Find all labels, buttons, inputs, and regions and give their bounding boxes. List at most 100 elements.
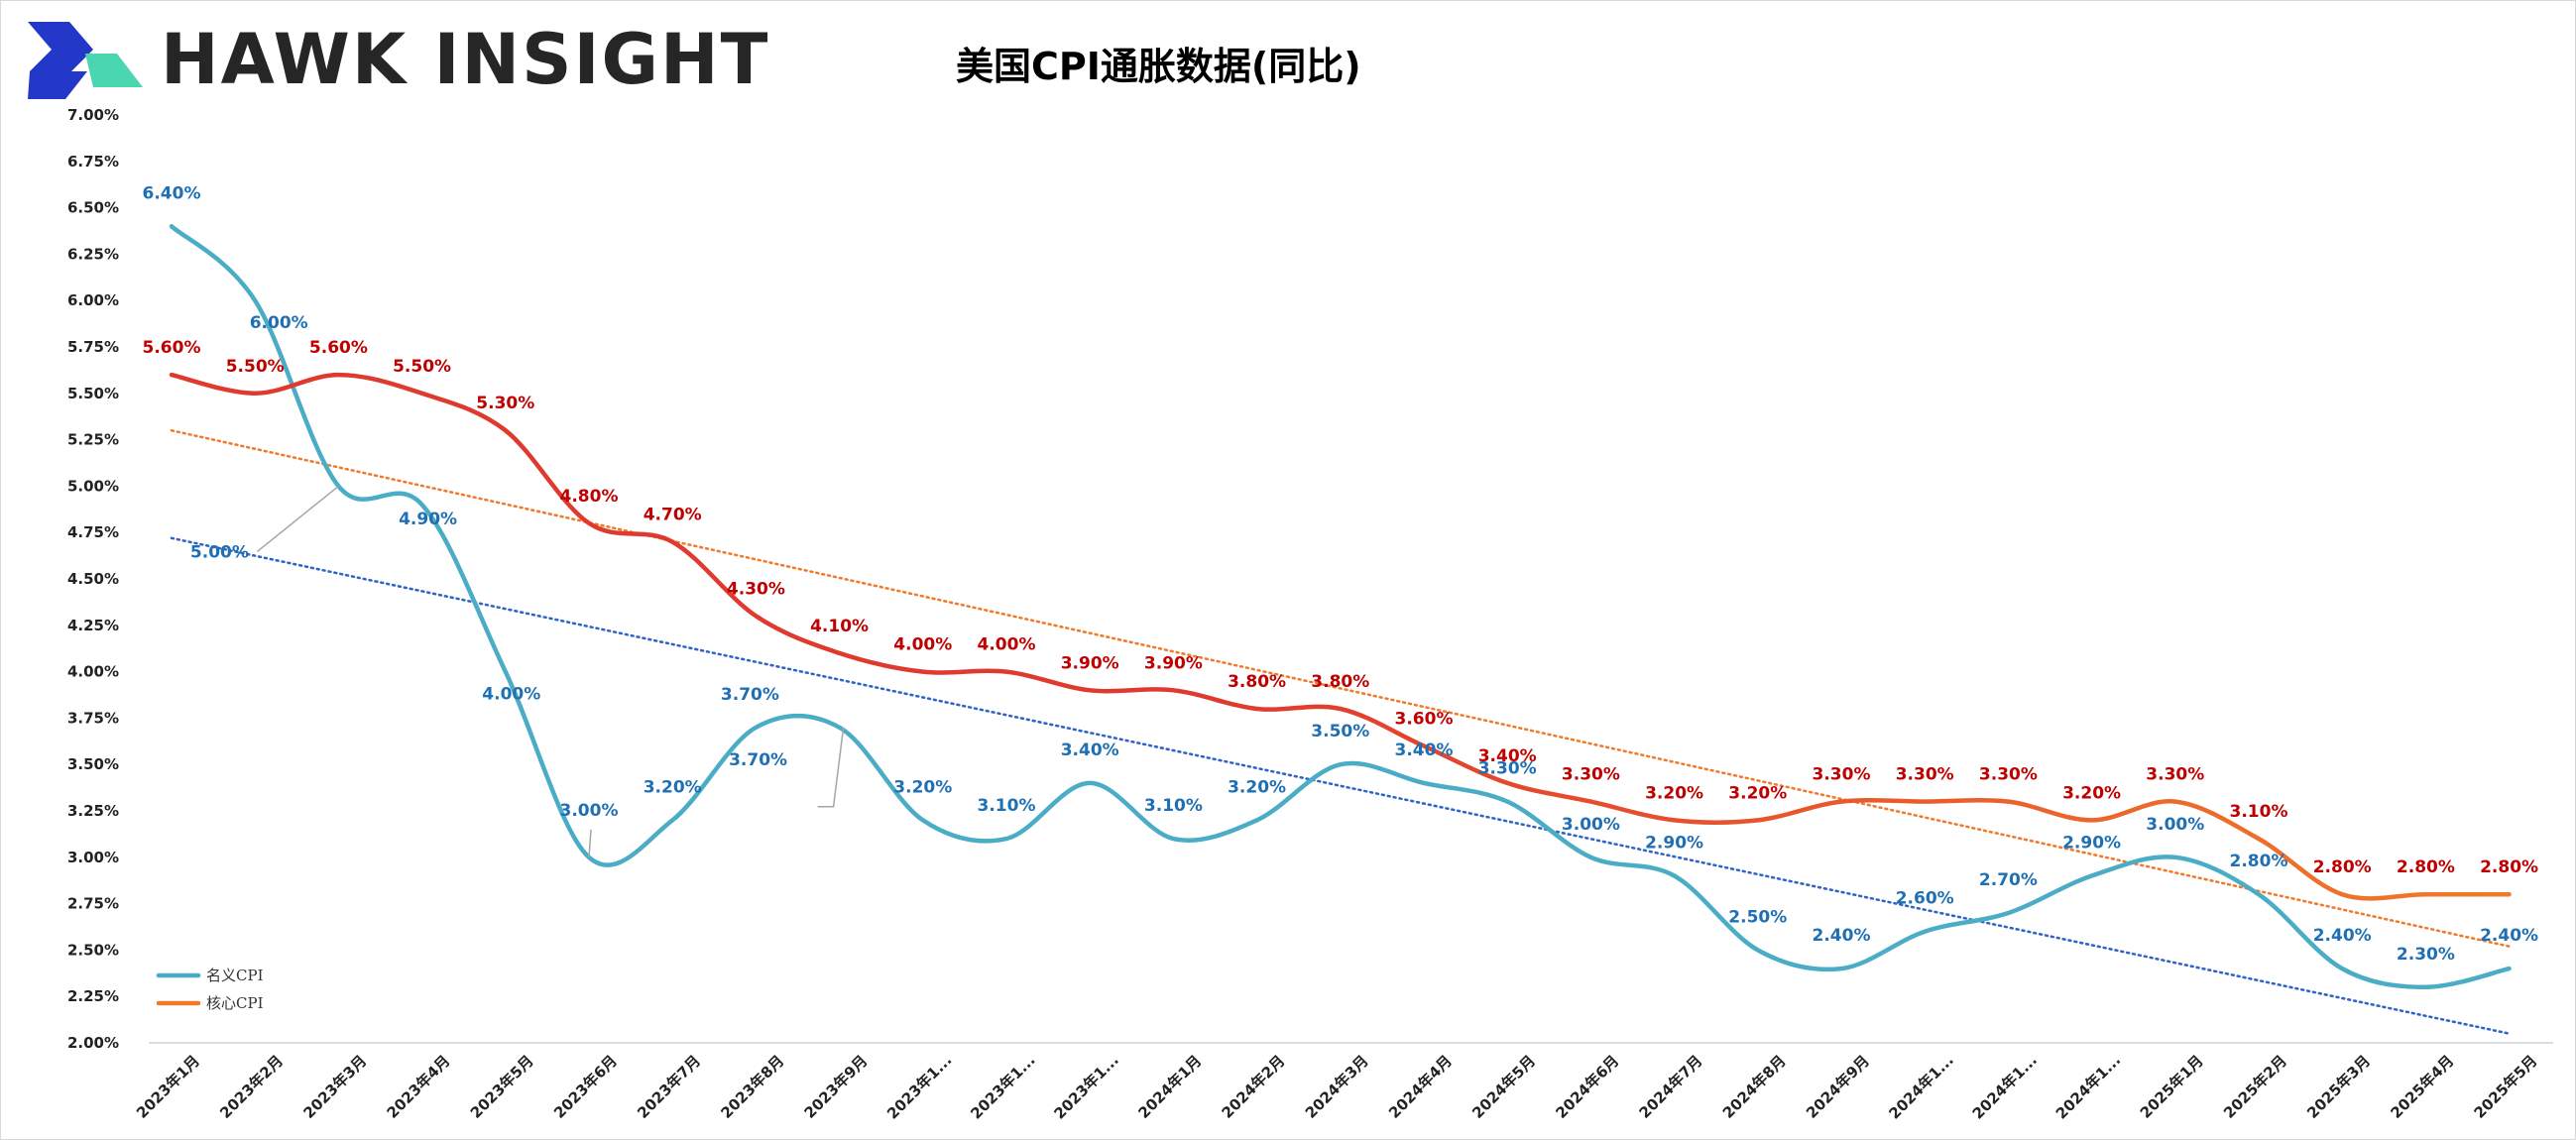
data-labels: 6.40% 6.00% 5.00% 4.90% 4.00% 3.00% 3.20% 3.70%… [143, 183, 2539, 965]
headline-data-label: 4.00% [482, 685, 540, 705]
x-tick-label: 2024年1... [2052, 1051, 2124, 1122]
headline-data-label: 3.10% [1144, 796, 1203, 816]
headline-data-label: 6.40% [143, 183, 201, 203]
headline-data-label: 3.40% [1061, 741, 1119, 760]
core-data-label: 4.10% [810, 617, 869, 636]
headline-data-label: 3.10% [978, 796, 1036, 816]
y-tick-label: 5.00% [67, 477, 119, 495]
headline-data-label: 3.00% [2146, 815, 2204, 835]
headline-data-label: 3.70% [729, 750, 787, 770]
core-cpi-line [169, 372, 2512, 901]
headline-data-label: 2.40% [2480, 926, 2538, 946]
x-tick-label: 2025年1月 [2137, 1052, 2207, 1122]
core-data-label: 3.30% [1979, 765, 2038, 785]
core-data-label: 4.00% [978, 635, 1036, 655]
x-tick-label: 2024年4月 [1385, 1052, 1456, 1122]
brand-name: HAWK INSIGHT [161, 19, 770, 100]
x-tick-label: 2024年5月 [1468, 1052, 1539, 1122]
y-tick-label: 7.00% [67, 106, 119, 124]
y-tick-label: 6.00% [67, 291, 119, 309]
y-tick-label: 3.50% [67, 755, 119, 773]
x-tick-label: 2025年3月 [2303, 1052, 2374, 1122]
core-data-label: 4.70% [644, 506, 702, 525]
y-tick-label: 3.25% [67, 802, 119, 820]
core-data-label: 3.20% [1645, 783, 1703, 803]
core-data-label: 3.30% [1896, 765, 1954, 785]
headline-data-label: 2.40% [1813, 926, 1871, 946]
x-tick-label: 2024年8月 [1719, 1052, 1790, 1122]
headline-data-label: 3.00% [560, 801, 619, 821]
headline-data-label: 3.20% [644, 777, 702, 797]
core-data-label: 4.30% [727, 579, 785, 599]
y-tick-label: 2.25% [67, 987, 119, 1005]
core-data-label: 3.80% [1311, 672, 1369, 692]
series-lines [169, 224, 2512, 990]
x-tick-label: 2023年3月 [299, 1052, 370, 1122]
legend-label: 核心CPI [206, 994, 264, 1012]
x-tick-label: 2024年2月 [1219, 1052, 1289, 1122]
x-tick-label: 2023年8月 [717, 1052, 787, 1122]
core-data-label: 5.50% [393, 357, 451, 377]
x-tick-label: 2023年1... [1051, 1051, 1122, 1122]
x-tick-label: 2023年4月 [384, 1052, 454, 1122]
chart-title: 美国CPI通胀数据(同比) [956, 45, 1361, 88]
core-data-label: 3.30% [1813, 765, 1871, 785]
core-data-label: 3.90% [1061, 653, 1119, 673]
x-tick-label: 2025年5月 [2471, 1052, 2541, 1122]
headline-data-label: 3.30% [1478, 759, 1537, 779]
y-tick-label: 6.50% [67, 199, 119, 217]
x-tick-label: 2023年5月 [467, 1052, 537, 1122]
x-tick-label: 2023年2月 [216, 1052, 287, 1122]
headline-cpi-line [169, 224, 2512, 990]
core-data-label: 5.60% [309, 338, 368, 358]
y-tick-label: 3.00% [67, 849, 119, 866]
headline-data-label: 2.60% [1896, 889, 1954, 909]
y-tick-label: 6.25% [67, 245, 119, 263]
core-data-label: 2.80% [2313, 857, 2372, 877]
core-data-label: 2.80% [2397, 857, 2455, 877]
headline-data-label: 5.00% [190, 542, 249, 562]
core-data-label: 3.80% [1228, 672, 1286, 692]
legend-label: 名义CPI [206, 967, 264, 984]
headline-data-label: 2.90% [2062, 834, 2121, 854]
trendlines [170, 428, 2511, 1035]
headline-data-label: 2.80% [2230, 852, 2288, 871]
headline-data-label: 2.70% [1979, 870, 2038, 890]
y-tick-label: 4.75% [67, 523, 119, 541]
trendline-core [170, 428, 2511, 948]
y-tick-label: 4.00% [67, 663, 119, 681]
headline-data-label: 6.00% [250, 313, 308, 333]
y-axis: 2.00% 2.25% 2.50% 2.75% 3.00% 3.25% 3.50% 3.75%… [67, 106, 119, 1052]
headline-data-label: 3.50% [1311, 722, 1369, 741]
x-tick-label: 2025年4月 [2387, 1052, 2457, 1122]
label-leader-line [588, 829, 592, 857]
core-data-label: 5.30% [476, 394, 534, 413]
y-tick-label: 3.75% [67, 709, 119, 727]
core-data-label: 3.30% [2146, 765, 2204, 785]
x-tick-label: 2024年6月 [1552, 1052, 1622, 1122]
core-data-label: 5.60% [143, 338, 201, 358]
x-tick-label: 2024年3月 [1302, 1052, 1372, 1122]
x-tick-label: 2023年1... [883, 1051, 955, 1122]
core-data-label: 5.50% [226, 357, 285, 377]
y-tick-label: 2.50% [67, 941, 119, 959]
x-tick-label: 2024年1... [1886, 1051, 1957, 1122]
core-data-label: 3.40% [1478, 746, 1537, 766]
core-data-label: 2.80% [2480, 857, 2538, 877]
headline-data-label: 2.90% [1645, 834, 1703, 854]
core-data-label: 3.30% [1562, 765, 1620, 785]
headline-data-label: 4.90% [399, 510, 457, 529]
core-data-label: 3.20% [2062, 783, 2121, 803]
headline-data-label: 2.30% [2397, 945, 2455, 965]
trendline-headline [170, 536, 2511, 1035]
x-tick-label: 2023年9月 [801, 1052, 872, 1122]
x-tick-label: 2023年7月 [634, 1052, 704, 1122]
x-tick-label: 2023年1月 [133, 1052, 203, 1122]
y-tick-label: 6.75% [67, 153, 119, 171]
y-tick-label: 4.25% [67, 617, 119, 634]
label-leader-line [256, 485, 339, 552]
y-tick-label: 5.75% [67, 338, 119, 356]
x-tick-label: 2023年6月 [550, 1052, 621, 1122]
core-data-label: 3.60% [1395, 709, 1454, 729]
